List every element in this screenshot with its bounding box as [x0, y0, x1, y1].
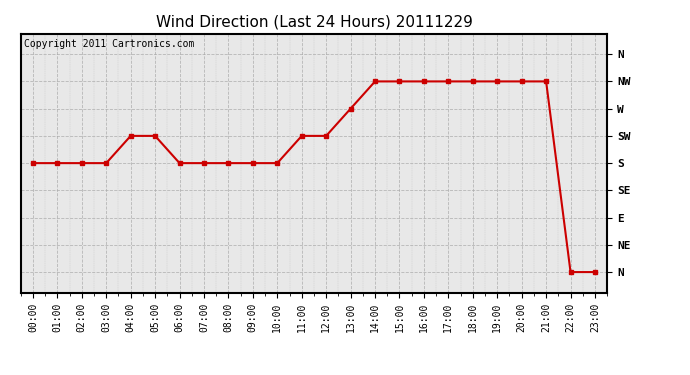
Text: Copyright 2011 Cartronics.com: Copyright 2011 Cartronics.com — [23, 39, 194, 49]
Title: Wind Direction (Last 24 Hours) 20111229: Wind Direction (Last 24 Hours) 20111229 — [155, 15, 473, 30]
